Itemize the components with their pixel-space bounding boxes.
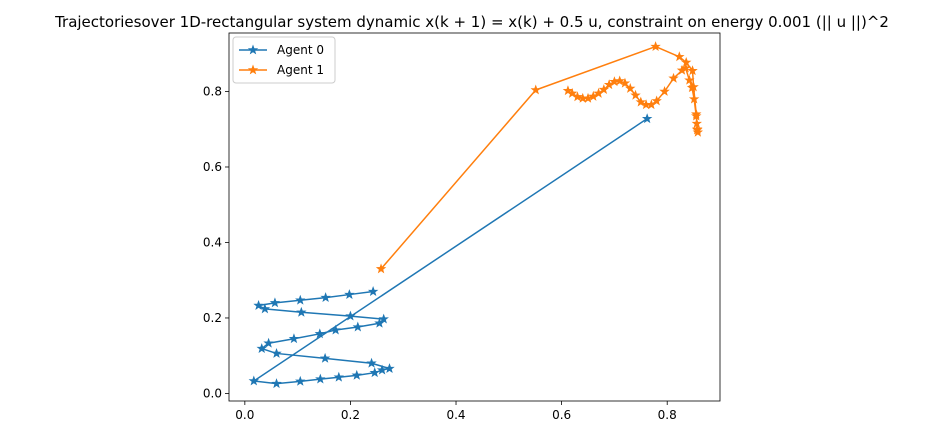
x-tick-label: 0.8 [658, 408, 677, 422]
data-point [295, 375, 306, 386]
data-point [296, 306, 307, 317]
data-point [256, 343, 267, 353]
data-point [330, 324, 341, 335]
data-point [676, 64, 688, 75]
data-point [352, 321, 364, 332]
x-tick-label: 0.0 [235, 408, 254, 422]
y-tick-label: 0.0 [203, 386, 222, 400]
data-point [688, 93, 700, 104]
x-tick-label: 0.4 [446, 408, 465, 422]
data-point [530, 84, 541, 95]
data-point [614, 75, 625, 86]
data-point [319, 352, 331, 363]
data-point [378, 313, 389, 324]
data-point [320, 292, 331, 303]
data-point [691, 110, 702, 121]
x-tick-label: 0.6 [552, 408, 571, 422]
data-point [562, 85, 574, 96]
axes-frame [228, 32, 721, 402]
y-axis: 0.0 0.2 0.4 0.6 0.8 [203, 85, 229, 400]
data-point [315, 373, 326, 384]
data-point [650, 41, 661, 52]
data-point [351, 369, 362, 380]
series-0 [248, 113, 653, 389]
data-point [345, 310, 356, 321]
y-tick-label: 0.2 [203, 311, 222, 325]
data-point [295, 294, 306, 305]
chart-title: Trajectoriesover 1D-rectangular system d… [54, 13, 889, 31]
x-axis: 0.0 0.2 0.4 0.6 0.8 [235, 401, 677, 422]
data-point [641, 113, 653, 124]
data-point [263, 337, 274, 348]
data-point [366, 357, 377, 368]
data-point [598, 84, 610, 95]
data-point [686, 82, 698, 93]
data-point [253, 300, 264, 310]
y-tick-label: 0.8 [203, 85, 222, 99]
data-point [687, 65, 698, 76]
data-point [375, 263, 387, 274]
legend: Agent 0 Agent 1 [232, 36, 336, 84]
data-point [384, 363, 395, 373]
data-point [369, 367, 380, 378]
data-point [376, 364, 388, 375]
data-point [333, 371, 345, 382]
data-point [603, 79, 615, 90]
y-tick-label: 0.4 [203, 235, 222, 249]
legend-label: Agent 0 [277, 43, 324, 57]
data-point [651, 95, 662, 106]
data-point [248, 375, 260, 386]
legend-marker [247, 44, 259, 55]
data-point [692, 123, 703, 134]
data-point [314, 328, 326, 339]
plot-series [248, 41, 704, 389]
legend-box [232, 36, 336, 84]
data-point [684, 74, 695, 85]
data-point [593, 87, 604, 98]
data-point [668, 72, 679, 83]
data-point [659, 86, 670, 96]
data-point [635, 96, 647, 107]
data-point [269, 297, 281, 308]
data-point [271, 347, 282, 358]
plot-area-border [228, 32, 721, 402]
data-point [367, 286, 379, 296]
data-point [630, 89, 641, 100]
y-tick-label: 0.6 [203, 160, 222, 174]
series-line-0 [253, 118, 648, 385]
data-point [625, 83, 636, 93]
x-tick-label: 0.2 [341, 408, 360, 422]
data-point [674, 51, 685, 62]
legend-marker [247, 64, 259, 75]
data-point [288, 333, 300, 344]
legend-label: Agent 1 [277, 63, 324, 77]
data-point [259, 303, 271, 314]
data-point [271, 378, 282, 389]
series-1 [375, 41, 704, 274]
data-point [588, 90, 599, 101]
data-point [609, 76, 620, 87]
data-point [344, 289, 355, 299]
series-line-1 [380, 45, 699, 270]
